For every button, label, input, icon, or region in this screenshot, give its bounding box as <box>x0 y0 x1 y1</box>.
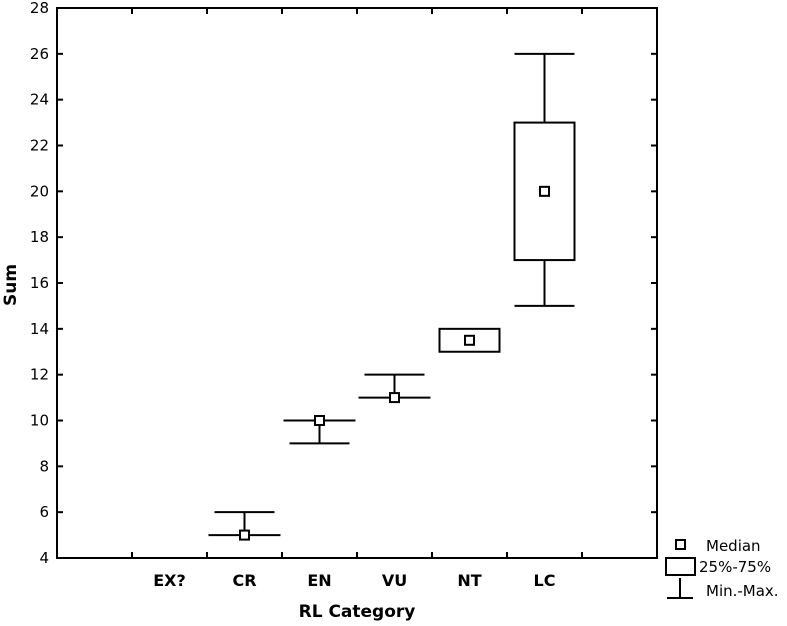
legend-whisker-label: Min.-Max. <box>706 582 779 600</box>
y-tick-label: 20 <box>30 182 49 200</box>
median-marker <box>314 415 325 426</box>
y-tick-label: 16 <box>30 274 49 292</box>
y-tick-label: 18 <box>30 228 49 246</box>
legend-median-label: Median <box>706 537 761 555</box>
x-tick-label: NT <box>457 571 481 590</box>
legend: Median 25%-75% Min.-Max. <box>665 537 779 600</box>
median-marker <box>239 529 250 541</box>
y-tick-label: 28 <box>30 0 49 17</box>
legend-box-symbol <box>665 557 696 576</box>
box-cr <box>208 511 281 541</box>
x-tick-label: EN <box>307 571 331 590</box>
y-tick-label: 14 <box>30 320 49 338</box>
plot-frame <box>56 7 658 559</box>
median-marker <box>389 392 400 404</box>
y-tick-label: 8 <box>39 457 49 475</box>
median-marker <box>539 185 550 197</box>
legend-median-symbol <box>675 539 686 550</box>
x-axis-title: RL Category <box>299 602 416 622</box>
x-tick-label: VU <box>382 571 407 590</box>
y-axis-title: Sum <box>1 264 21 306</box>
y-tick-label: 26 <box>30 45 49 63</box>
median-marker <box>464 334 475 346</box>
y-tick-label: 22 <box>30 137 49 155</box>
box-lc <box>513 52 576 307</box>
plot-border <box>56 7 658 559</box>
y-axis: 4 6 8 10 12 14 16 18 20 22 24 26 28 <box>30 0 657 567</box>
x-tick-label: EX? <box>153 571 186 590</box>
y-tick-label: 4 <box>39 549 49 567</box>
box-nt <box>438 327 501 353</box>
legend-box-label: 25%-75% <box>699 558 771 576</box>
box-vu <box>358 373 431 404</box>
y-tick-label: 6 <box>39 503 49 521</box>
y-tick-label: 24 <box>30 91 49 109</box>
x-tick-label: CR <box>232 571 256 590</box>
y-tick-label: 10 <box>30 412 49 430</box>
box-en <box>283 415 356 445</box>
x-tick-label: LC <box>534 571 556 590</box>
legend-whisker-symbol <box>667 578 693 599</box>
boxes <box>208 52 576 541</box>
y-tick-label: 12 <box>30 366 49 384</box>
x-axis: EX? CR EN VU NT LC <box>131 8 583 590</box>
